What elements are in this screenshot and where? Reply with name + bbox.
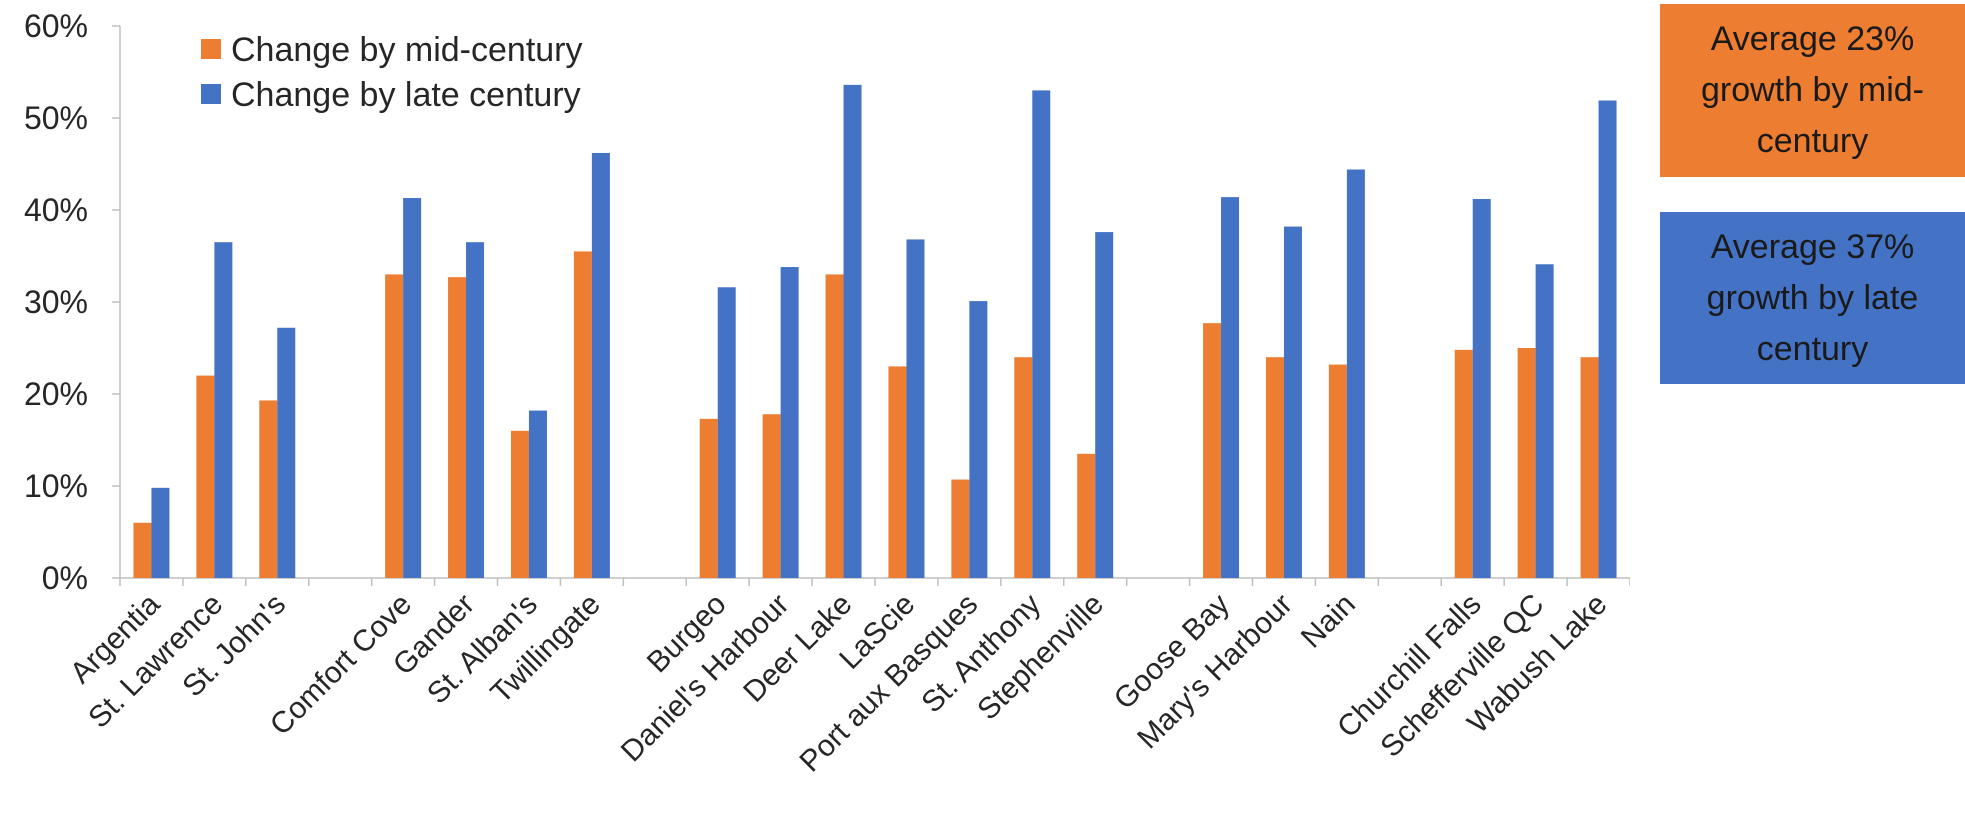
legend-swatch-mid-century	[201, 39, 221, 59]
x-axis	[119, 577, 1630, 586]
y-tick-label: 0%	[42, 560, 88, 596]
bar-late-century	[466, 242, 485, 578]
bar-mid-century	[573, 251, 592, 578]
bar-late-century	[151, 487, 170, 578]
callout-mid-century-average: Average 23% growth by mid-century	[1660, 4, 1965, 177]
bar-late-century	[1032, 90, 1051, 579]
bar-late-century	[1221, 197, 1240, 578]
bar-late-century	[969, 301, 988, 578]
bar-late-century	[591, 152, 610, 578]
bar-mid-century	[888, 366, 907, 578]
bar-late-century	[717, 287, 736, 578]
bar-mid-century	[1203, 323, 1222, 578]
bar-mid-century	[385, 274, 404, 578]
legend-label-late-century: Change by late century	[231, 76, 581, 114]
bar-late-century	[906, 239, 925, 578]
bar-late-century	[403, 198, 422, 579]
bar-late-century	[214, 242, 233, 578]
bar-mid-century	[196, 375, 215, 578]
callout-late-century-average: Average 37% growth by late century	[1660, 212, 1965, 384]
legend-label-mid-century: Change by mid-century	[231, 31, 583, 69]
bar-late-century	[528, 410, 547, 578]
bar-late-century	[1346, 169, 1365, 578]
bar-mid-century	[1014, 357, 1033, 578]
bar-mid-century	[762, 414, 781, 578]
y-tick-label: 60%	[24, 8, 88, 44]
bar-late-century	[1283, 226, 1302, 578]
bar-mid-century	[1517, 348, 1536, 578]
bar-late-century	[1095, 232, 1114, 578]
bar-mid-century	[1328, 364, 1347, 578]
bar-mid-century	[699, 418, 718, 578]
bar-mid-century	[259, 400, 278, 578]
bar-mid-century	[448, 277, 467, 578]
bar-late-century	[843, 84, 862, 578]
x-tick-label: Nain	[1295, 588, 1362, 655]
bar-mid-century	[1077, 453, 1096, 578]
bar-late-century	[1472, 198, 1491, 578]
legend-swatch-late-century	[201, 84, 221, 104]
bar-late-century	[277, 327, 296, 578]
y-tick-label: 20%	[24, 376, 88, 412]
y-tick-label: 40%	[24, 192, 88, 228]
y-tick-label: 10%	[24, 468, 88, 504]
y-axis: 0% 10% 20% 30% 40% 50% 60%	[24, 8, 121, 596]
bar-late-century	[1598, 100, 1617, 579]
bar-late-century	[1535, 264, 1554, 578]
y-tick-label: 30%	[24, 284, 88, 320]
bar-mid-century	[951, 479, 970, 578]
bar-late-century	[780, 267, 799, 578]
bar-mid-century	[510, 430, 529, 578]
bar-mid-century	[133, 522, 152, 578]
bar-mid-century	[825, 274, 844, 578]
bar-mid-century	[1580, 357, 1599, 578]
y-tick-label: 50%	[24, 100, 88, 136]
bar-mid-century	[1265, 357, 1284, 578]
bars	[133, 84, 1617, 579]
legend: Change by mid-century Change by late cen…	[201, 31, 583, 114]
bar-mid-century	[1454, 349, 1473, 578]
